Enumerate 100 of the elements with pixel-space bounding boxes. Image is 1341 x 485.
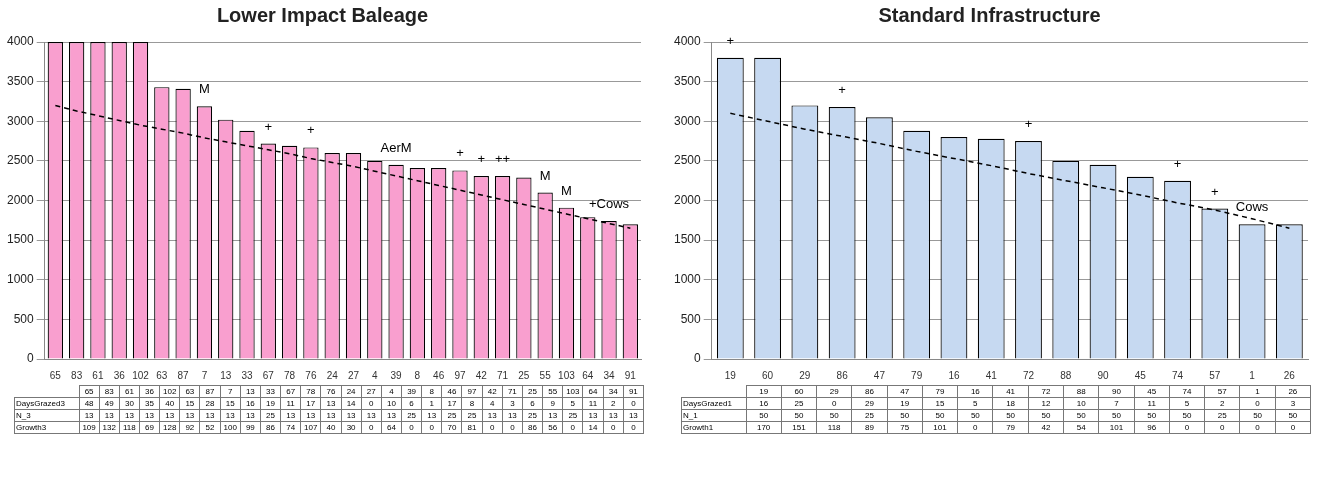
text: Growth1 170 151 118 89 75 101 0 79 42 54 101 96 0 0 0 0 <box>683 423 1296 432</box>
x-tick-label: 63 <box>156 369 168 381</box>
category-label: 76 <box>326 387 336 396</box>
x-tick-label: 78 <box>284 369 296 381</box>
x-tick-label: 103 <box>558 369 576 381</box>
x-tick-label: 29 <box>799 369 811 381</box>
annotation: + <box>477 151 486 167</box>
category-label: 67 <box>286 387 296 396</box>
category-label: 97 <box>467 387 477 396</box>
category-label: 16 <box>970 387 980 396</box>
category-label: 29 <box>829 387 839 396</box>
x-tick-label: 39 <box>390 369 403 381</box>
annotation: + <box>1024 116 1033 132</box>
x-tick-label: 7 <box>201 369 208 381</box>
y-tick-label: 1500 <box>6 232 35 247</box>
x-tick-label: 102 <box>132 369 150 381</box>
y-tick-label: 0 <box>27 351 35 366</box>
y-tick-label: 2000 <box>673 192 702 207</box>
category-label: 33 <box>266 387 275 396</box>
category-label: 79 <box>935 387 945 396</box>
x-tick-label: 91 <box>624 369 637 381</box>
x-tick-label: 64 <box>582 369 594 381</box>
y-tick-label: 3000 <box>673 113 702 128</box>
category-label: 42 <box>487 387 497 396</box>
y-tick-label: 4000 <box>6 34 35 49</box>
category-label: 25 <box>528 387 537 396</box>
y-tick-label: 2500 <box>673 153 702 168</box>
annotation: + <box>1173 155 1182 171</box>
category-label: 63 <box>185 387 195 396</box>
category-label: 19 <box>759 387 769 396</box>
y-tick-label: 2000 <box>6 192 35 207</box>
x-tick-label: 8 <box>414 369 421 381</box>
x-tick-label: 72 <box>1022 369 1035 381</box>
x-tick-label: 76 <box>305 369 317 381</box>
x-tick-label: 19 <box>724 369 737 381</box>
annotation: M <box>539 167 551 183</box>
x-tick-label: 24 <box>326 369 339 381</box>
x-tick-label: 90 <box>1097 369 1110 381</box>
annotation: Cows <box>1235 199 1269 215</box>
x-tick-label: 86 <box>836 369 849 381</box>
x-tick-label: 16 <box>948 369 960 381</box>
category-label: 41 <box>1006 387 1016 396</box>
category-label: 64 <box>588 387 598 396</box>
category-label: 71 <box>507 387 517 396</box>
x-tick-label: 4 <box>372 369 379 381</box>
y-tick-label: 4000 <box>673 34 702 49</box>
y-tick-label: 1000 <box>673 272 702 287</box>
text: Growth3 109 132 118 69 128 92 52 100 99 86 74 107 40 30 0 64 0 0 70 81 0 0 86 56 0 14 0 0 <box>16 423 636 432</box>
x-tick-label: 45 <box>1134 369 1147 381</box>
x-tick-label: 25 <box>518 369 530 381</box>
annotation: AerM <box>380 139 412 155</box>
annotation: ++ <box>494 151 511 167</box>
category-label: 1 <box>1255 387 1260 396</box>
category-label: 88 <box>1076 387 1086 396</box>
category-label: 8 <box>429 387 434 396</box>
annotation: M <box>561 182 572 198</box>
category-label: 103 <box>566 387 580 396</box>
category-label: 24 <box>346 387 356 396</box>
x-tick-label: 67 <box>262 369 275 381</box>
category-label: 86 <box>865 387 874 396</box>
text: DaysGrazed1 16 25 0 29 19 15 5 18 12 10 7 11 5 2 0 3 <box>683 399 1296 408</box>
annotation: + <box>838 82 846 98</box>
y-tick-label: 3500 <box>673 73 702 88</box>
y-tick-label: 2500 <box>6 153 35 168</box>
category-label: 87 <box>205 387 215 396</box>
annotation: + <box>307 122 315 138</box>
category-label: 55 <box>548 387 558 396</box>
x-tick-label: 57 <box>1209 369 1221 381</box>
category-label: 46 <box>447 387 457 396</box>
category-label: 39 <box>407 387 417 396</box>
category-label: 47 <box>900 387 910 396</box>
x-tick-label: 55 <box>539 369 552 381</box>
category-label: 91 <box>628 387 638 396</box>
x-tick-label: 42 <box>475 369 488 381</box>
chart-title: Standard Infrastructure <box>878 3 1101 26</box>
x-tick-label: 74 <box>1172 369 1184 381</box>
x-tick-label: 26 <box>1283 369 1296 381</box>
x-tick-label: 34 <box>603 369 616 381</box>
y-tick-label: 0 <box>694 351 702 366</box>
x-tick-label: 1 <box>1249 369 1256 381</box>
annotation: M <box>199 81 210 97</box>
y-tick-label: 500 <box>680 311 702 326</box>
text: DaysGrazed3 48 49 30 35 40 15 28 15 16 19 11 17 13 14 0 10 6 1 17 8 4 3 6 9 5 11 2 0 <box>16 399 636 408</box>
x-tick-label: 60 <box>762 369 774 381</box>
x-tick-label: 65 <box>49 369 62 381</box>
x-tick-label: 61 <box>92 369 104 381</box>
category-label: 74 <box>1182 387 1192 396</box>
text: N_1 50 50 50 25 50 50 50 50 50 50 50 50 50 25 50 50 <box>683 411 1298 420</box>
annotation: + <box>264 118 273 134</box>
category-label: 57 <box>1217 387 1227 396</box>
category-label: 27 <box>366 387 376 396</box>
x-tick-label: 97 <box>454 369 466 381</box>
category-label: 90 <box>1112 387 1121 396</box>
x-tick-label: 83 <box>71 369 83 381</box>
x-tick-label: 87 <box>177 369 190 381</box>
category-label: 34 <box>608 387 618 396</box>
category-label: 13 <box>245 387 255 396</box>
category-label: 26 <box>1288 387 1298 396</box>
y-tick-label: 1000 <box>6 272 35 287</box>
category-label: 45 <box>1147 387 1157 396</box>
